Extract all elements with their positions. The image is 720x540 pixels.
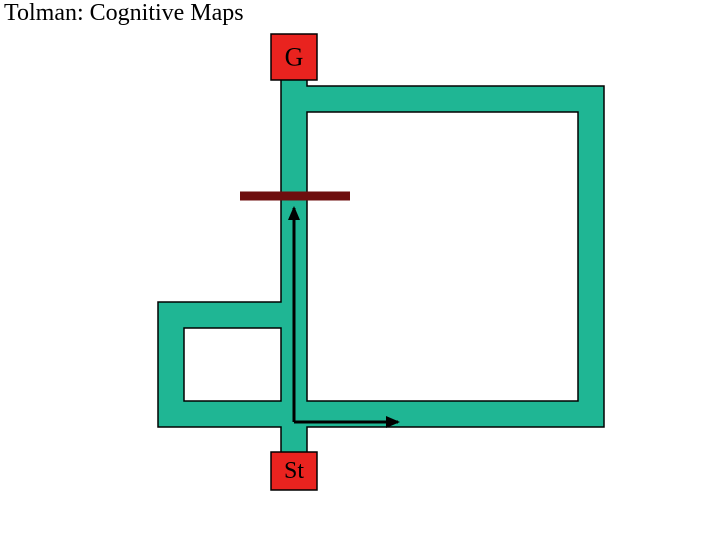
maze-corridors (158, 60, 604, 454)
start-box-label: St (284, 458, 304, 484)
goal-box-label: G (285, 43, 304, 72)
maze-diagram: G St (0, 0, 720, 540)
